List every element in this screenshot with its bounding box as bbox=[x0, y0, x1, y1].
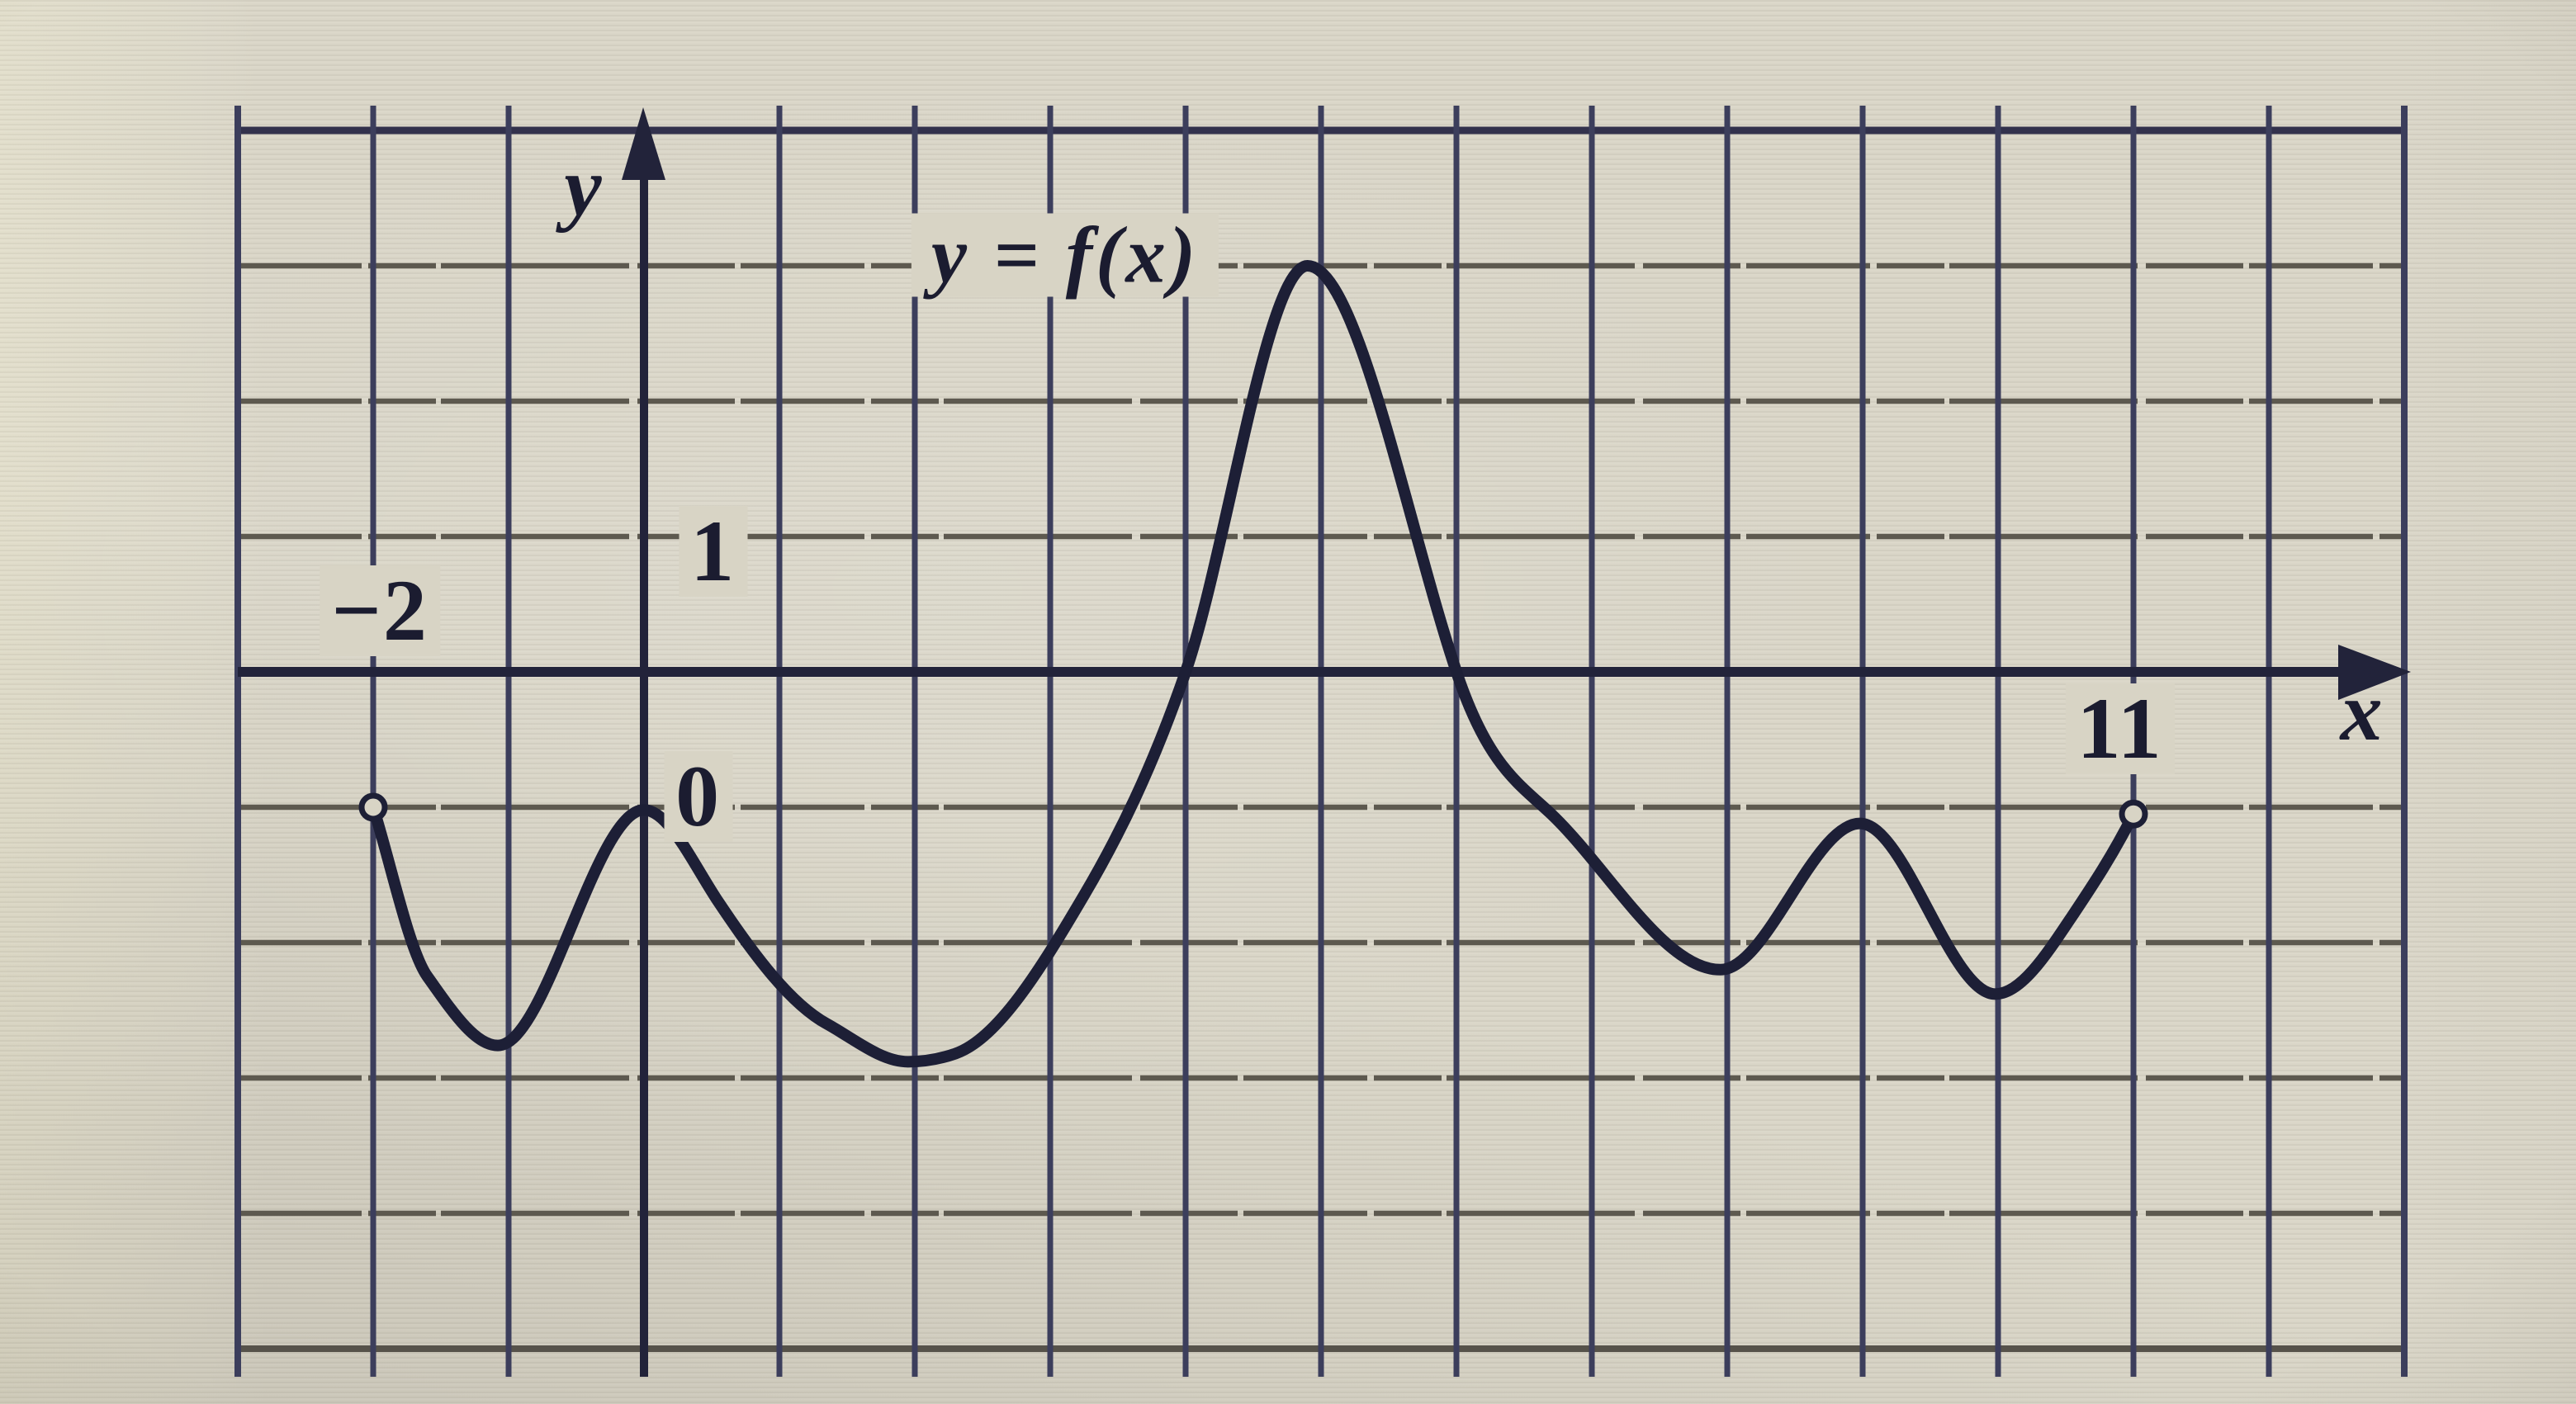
curve-equation-label: y = f(x) bbox=[911, 213, 1219, 297]
x-axis-label: x bbox=[2340, 665, 2384, 759]
y-axis-label: y bbox=[564, 139, 604, 234]
y-tick-label-1: 1 bbox=[679, 506, 748, 598]
x-tick-label-neg2: −2 bbox=[320, 565, 440, 657]
x-tick-label-11: 11 bbox=[2065, 683, 2175, 774]
origin-label: 0 bbox=[664, 750, 733, 842]
